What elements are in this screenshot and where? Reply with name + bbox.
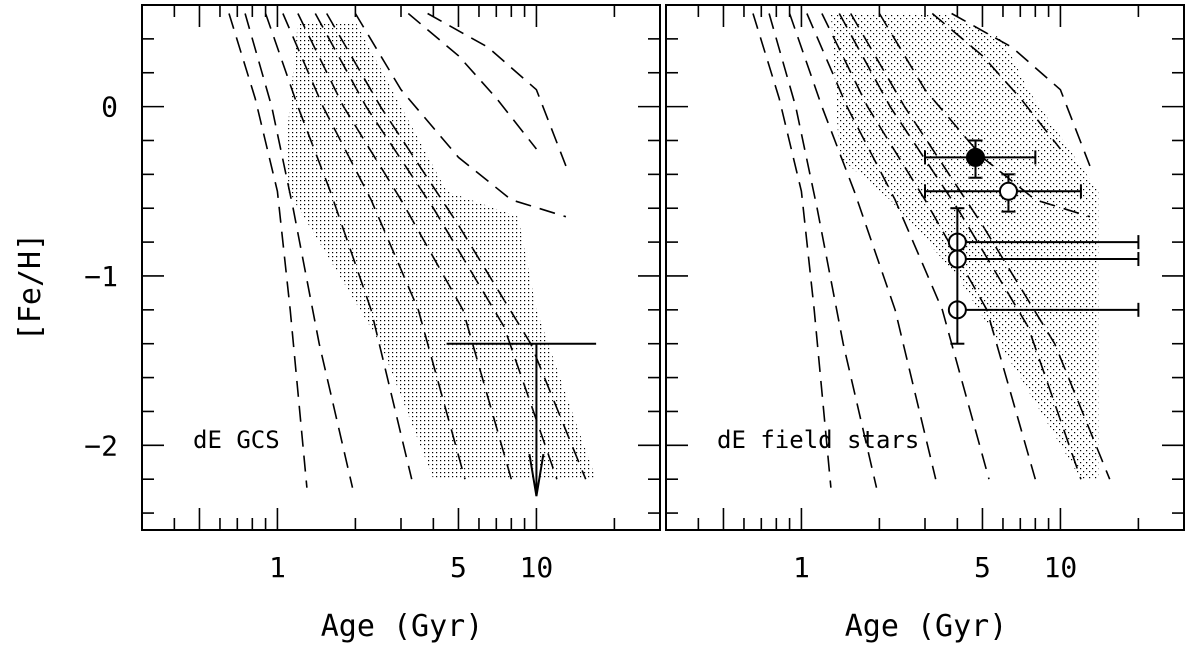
model-track-6: [314, 13, 558, 480]
panel-label-field-stars: dE field stars: [717, 426, 919, 454]
model-track-1: [752, 13, 832, 488]
model-track-10: [951, 12, 1091, 167]
data-point-filled: [965, 147, 985, 167]
model-track-2: [768, 13, 878, 488]
model-track-5: [297, 13, 513, 480]
model-track-7: [326, 13, 587, 480]
model-track-1: [228, 13, 308, 488]
model-track-7: [850, 13, 1111, 480]
x-axis-label-left: Age (Gyr): [321, 609, 484, 644]
model-track-5: [821, 13, 1037, 480]
data-point-open: [998, 181, 1018, 201]
model-track-4: [282, 13, 466, 480]
panel-label-gcs: dE GCS: [193, 426, 280, 454]
panel-field-stars: 1 5 10: [665, 4, 1185, 584]
upper-limit-arrowhead: [528, 453, 545, 497]
shaded-region: [288, 21, 597, 480]
y-tick-label: −2: [84, 429, 118, 462]
x-tick-label: 5: [974, 551, 991, 584]
y-tick-label: 0: [101, 91, 118, 124]
y-tick-label: −1: [84, 260, 118, 293]
model-track-10: [427, 12, 567, 167]
model-track-4: [806, 13, 990, 480]
model-track-9: [931, 12, 1062, 150]
model-track-2: [244, 13, 354, 488]
x-tick-label: 5: [450, 551, 467, 584]
model-track-8: [354, 13, 567, 218]
panel-gcs: 1 5 10 0 −1 −2: [84, 4, 661, 584]
model-track-3: [788, 13, 937, 480]
y-axis-label: [Fe/H]: [13, 233, 48, 341]
x-tick-label: 1: [269, 551, 286, 584]
model-track-9: [407, 12, 538, 150]
x-tick-label: 10: [520, 551, 554, 584]
x-tick-label: 10: [1044, 551, 1078, 584]
model-track-3: [264, 13, 413, 480]
x-axis-label-right: Age (Gyr): [845, 609, 1008, 644]
x-tick-label: 1: [793, 551, 810, 584]
